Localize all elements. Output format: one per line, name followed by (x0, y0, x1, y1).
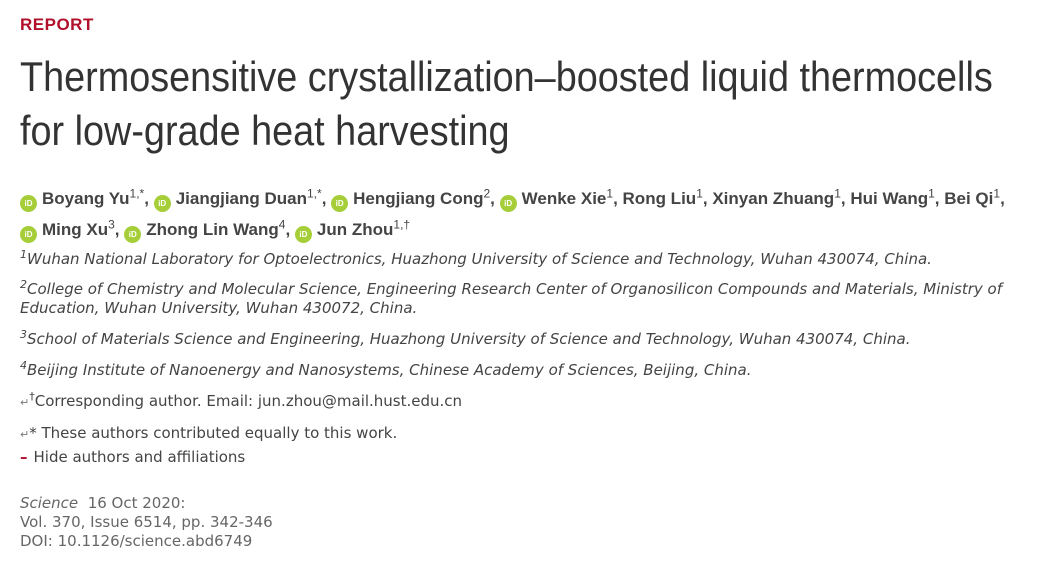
affiliation-text: Beijing Institute of Nanoenergy and Nano… (27, 361, 752, 379)
author-affil-marker: 1 (993, 186, 1001, 201)
author-affil-marker: 1,* (307, 186, 322, 201)
author-name[interactable]: Rong Liu (622, 189, 697, 208)
affiliation-text: College of Chemistry and Molecular Scien… (20, 280, 1003, 317)
affiliation-number: 2 (20, 278, 27, 291)
author-item[interactable]: Hui Wang1, (850, 186, 940, 208)
author-item[interactable]: iD Ming Xu3, (20, 217, 120, 243)
author-name[interactable]: Boyang Yu (42, 189, 130, 208)
email-link[interactable]: jun.zhou@mail.hust.edu.cn (257, 392, 463, 410)
orcid-icon[interactable]: iD (20, 195, 37, 212)
author-item[interactable]: iD Boyang Yu1,*, (20, 186, 149, 212)
return-arrow-icon[interactable]: ↵ (20, 428, 30, 441)
citation-doi[interactable]: DOI: 10.1126/science.abd6749 (20, 532, 253, 550)
hide-authors-toggle[interactable]: – Hide authors and affiliations (20, 448, 245, 466)
author-affil-marker: 1 (606, 186, 614, 201)
equal-contribution-text: * These authors contributed equally to t… (29, 424, 398, 442)
author-name[interactable]: Ming Xu (42, 220, 109, 239)
citation-journal-line: Science 16 Oct 2020: (20, 494, 273, 513)
affiliation-text: Wuhan National Laboratory for Optoelectr… (27, 250, 932, 268)
article-type-label: REPORT (20, 15, 94, 34)
author-affil-marker: 1 (928, 186, 935, 201)
orcid-icon[interactable]: iD (331, 195, 349, 212)
corresponding-author-note: ↵†Corresponding author. Email: jun.zhou@… (20, 390, 463, 410)
author-name[interactable]: Jiangjiang Duan (175, 189, 307, 208)
citation-block: Science 16 Oct 2020: Vol. 370, Issue 651… (20, 494, 273, 551)
affiliation-item: 1Wuhan National Laboratory for Optoelect… (20, 248, 932, 269)
author-item[interactable]: iD Zhong Lin Wang4, (124, 217, 290, 243)
author-affil-marker: 3 (108, 217, 115, 232)
author-item[interactable]: iD Hengjiang Cong2, (331, 186, 495, 212)
author-name[interactable]: Zhong Lin Wang (146, 220, 279, 239)
author-affil-marker: 1,† (393, 217, 411, 232)
author-affil-marker: 1,* (129, 186, 145, 201)
author-list: iD Boyang Yu1,*, iD Jiangjiang Duan1,*, iD… (20, 183, 1030, 245)
publication-date: 16 Oct 2020: (87, 494, 186, 512)
author-name[interactable]: Hui Wang (850, 189, 929, 208)
citation-volume: Vol. 370, Issue 6514, pp. 342-346 (20, 513, 273, 531)
author-item[interactable]: Bei Qi1, (944, 186, 1005, 208)
toggle-label: Hide authors and affiliations (33, 448, 246, 466)
author-item[interactable]: Rong Liu1, (622, 186, 708, 208)
author-name[interactable]: Hengjiang Cong (353, 189, 484, 208)
affiliation-number: 3 (20, 328, 27, 341)
orcid-icon[interactable]: iD (20, 226, 37, 243)
journal-name[interactable]: Science (20, 494, 79, 512)
author-item[interactable]: Xinyan Zhuang1, (712, 186, 846, 208)
affiliation-text: School of Materials Science and Engineer… (27, 330, 911, 348)
return-arrow-icon[interactable]: ↵ (20, 396, 30, 409)
orcid-icon[interactable]: iD (499, 195, 517, 212)
affiliation-item: 4Beijing Institute of Nanoenergy and Nan… (20, 359, 752, 380)
orcid-icon[interactable]: iD (124, 226, 142, 243)
affiliation-number: 1 (20, 248, 27, 261)
dagger-mark: † (29, 390, 35, 403)
author-name[interactable]: Jun Zhou (316, 220, 394, 239)
article-title: Thermosensitive crystallization–boosted … (20, 53, 993, 154)
author-name[interactable]: Bei Qi (944, 189, 994, 208)
author-name[interactable]: Xinyan Zhuang (712, 189, 835, 208)
orcid-icon[interactable]: iD (153, 195, 171, 212)
minus-icon: – (20, 448, 28, 466)
orcid-icon[interactable]: iD (294, 226, 312, 243)
equal-contribution-note: ↵* These authors contributed equally to … (20, 424, 397, 442)
author-affil-marker: 4 (278, 217, 286, 232)
author-affil-marker: 1 (696, 186, 703, 201)
author-affil-marker: 1 (834, 186, 841, 201)
author-item[interactable]: iD Wenke Xie1, (499, 186, 618, 212)
affiliation-number: 4 (20, 359, 27, 372)
author-item[interactable]: iD Jiangjiang Duan1,*, (153, 186, 326, 212)
author-affil-marker: 2 (483, 186, 491, 201)
author-name[interactable]: Wenke Xie (521, 189, 607, 208)
affiliation-item: 3School of Materials Science and Enginee… (20, 328, 911, 349)
author-item[interactable]: iD Jun Zhou1,† (294, 217, 411, 243)
affiliation-item: 2College of Chemistry and Molecular Scie… (20, 278, 1030, 318)
corresponding-label: Corresponding author. Email: (34, 392, 258, 410)
